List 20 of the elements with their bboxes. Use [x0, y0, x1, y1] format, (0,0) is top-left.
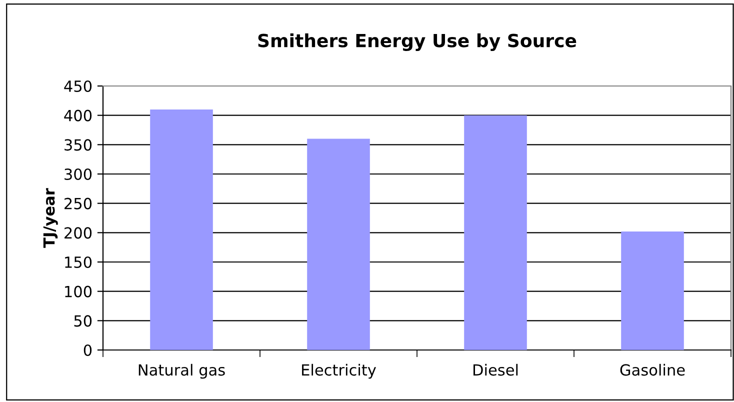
x-tick-label: Electricity — [302, 364, 376, 379]
x-tick-label: Diesel — [473, 364, 518, 376]
y-tick-label: 50 — [74, 315, 92, 327]
y-axis-title: TJ/year — [43, 188, 58, 248]
x-tick-label: Natural gas — [138, 364, 225, 379]
y-tick-label: 450 — [64, 80, 92, 92]
y-tick-label: 350 — [64, 139, 92, 151]
x-tick-label: Gasoline — [620, 364, 685, 376]
bar — [621, 231, 684, 350]
y-tick-label: 300 — [64, 168, 92, 180]
y-tick-label: 250 — [64, 198, 92, 210]
y-tick-label: 150 — [65, 256, 92, 268]
y-tick-label: 200 — [64, 227, 92, 239]
bar — [150, 109, 213, 350]
bar — [307, 138, 370, 350]
y-tick-label: 400 — [64, 110, 92, 122]
y-tick-label: 100 — [65, 286, 92, 298]
chart-title: Smithers Energy Use by Source — [258, 33, 576, 52]
y-tick-label: 0 — [84, 344, 92, 356]
bar — [464, 115, 527, 350]
